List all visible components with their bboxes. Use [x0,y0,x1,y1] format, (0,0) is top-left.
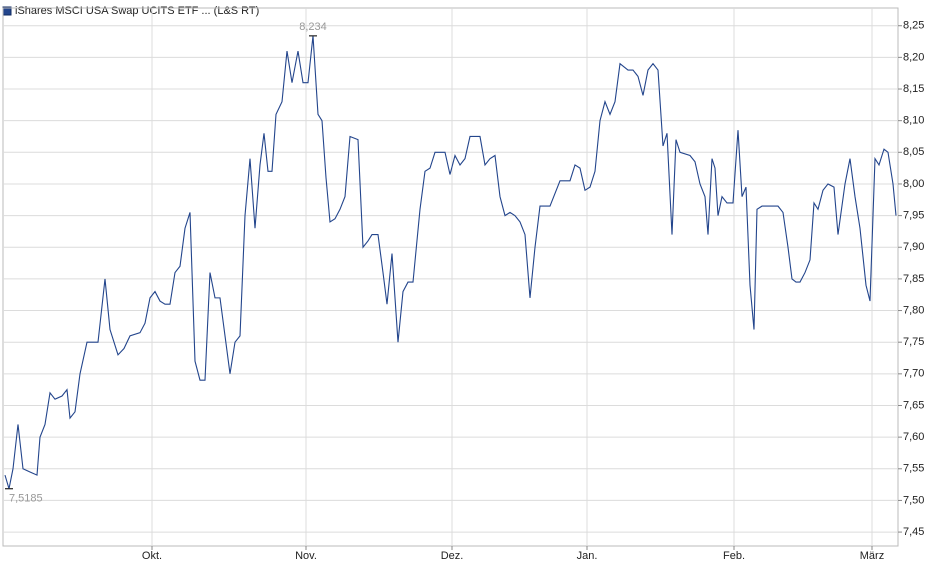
y-tick-label: 7,90 [903,241,924,253]
y-tick-label: 8,25 [903,20,924,32]
extreme-label: 7,5185 [9,493,43,505]
extreme-label: 8,234 [299,21,327,33]
y-tick-label: 8,20 [903,51,924,63]
y-tick-label: 7,85 [903,273,924,285]
legend-label: iShares MSCI USA Swap UCITS ETF ... (L&S… [15,5,259,17]
y-tick-label: 8,00 [903,178,924,190]
x-tick-label: Dez. [441,550,464,562]
y-tick-label: 7,55 [903,463,924,475]
y-tick-label: 7,75 [903,336,924,348]
x-tick-label: Nov. [295,550,317,562]
y-tick-label: 8,05 [903,146,924,158]
y-tick-label: 8,15 [903,83,924,95]
y-tick-label: 7,50 [903,494,924,506]
y-tick-label: 7,45 [903,526,924,538]
price-line [4,35,897,489]
y-tick-label: 7,60 [903,431,924,443]
y-tick-label: 8,10 [903,115,924,127]
y-tick-label: 7,95 [903,210,924,222]
y-tick-label: 7,65 [903,399,924,411]
x-tick-label: Feb. [723,550,745,562]
x-tick-label: Jan. [577,550,598,562]
x-tick-label: März [860,550,884,562]
plot-area [2,7,899,547]
x-tick-label: Okt. [142,550,162,562]
y-tick-label: 7,70 [903,368,924,380]
y-tick-label: 7,80 [903,304,924,316]
